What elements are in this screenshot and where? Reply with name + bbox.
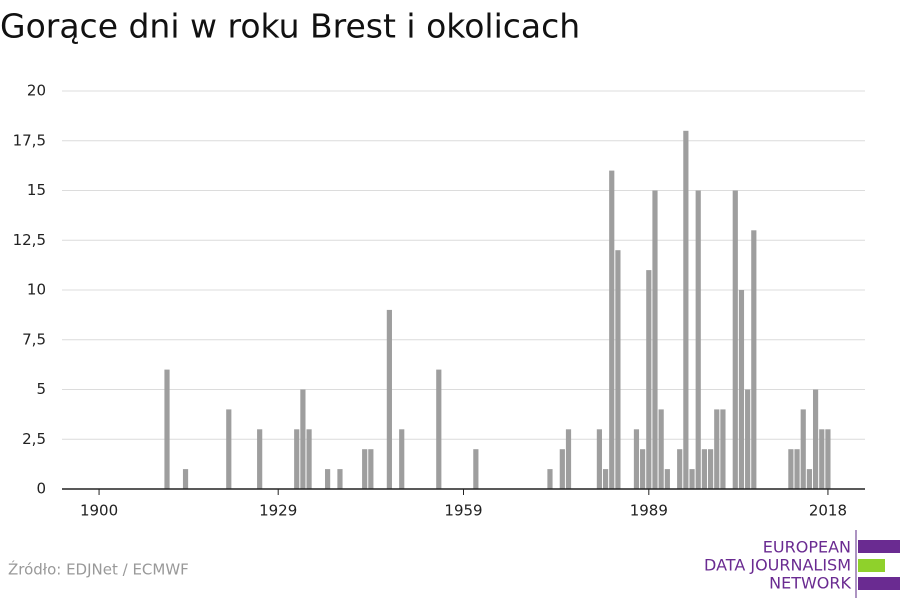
bar (257, 429, 263, 489)
bar (640, 449, 646, 489)
y-tick-label: 20 (27, 82, 46, 100)
bar (794, 449, 800, 489)
x-tick-label: 1959 (444, 502, 482, 520)
bar (751, 230, 757, 490)
logo-text: NETWORK (769, 574, 851, 593)
bar (745, 389, 751, 489)
y-tick-label: 17,5 (13, 131, 46, 149)
bar (182, 469, 189, 489)
bar (714, 409, 720, 489)
logo-text: DATA JOURNALISM (704, 556, 851, 575)
bar (633, 429, 640, 489)
bar (800, 409, 806, 489)
bar (652, 190, 658, 489)
y-tick-label: 0 (36, 480, 46, 498)
bar (695, 190, 701, 489)
logo-bar (858, 559, 885, 572)
bar (399, 429, 405, 489)
bar (226, 409, 232, 489)
bar (325, 469, 331, 489)
bar (788, 449, 794, 489)
bar (362, 449, 368, 489)
bar (164, 369, 170, 489)
bar (701, 449, 707, 489)
x-tick-label: 1989 (630, 502, 668, 520)
y-tick-label: 10 (27, 281, 46, 299)
bar (473, 449, 479, 489)
x-tick-label: 1900 (80, 502, 118, 520)
bar (683, 130, 689, 490)
y-tick-label: 15 (27, 181, 46, 199)
bar (615, 250, 621, 489)
bar (677, 449, 683, 489)
bar (720, 409, 726, 489)
bar (547, 469, 553, 489)
logo-text: EUROPEAN (763, 538, 851, 557)
y-tick-label: 2,5 (22, 430, 46, 448)
bar (596, 429, 602, 489)
x-tick-label: 1929 (259, 502, 297, 520)
chart-title: Gorące dni w roku Brest i okolicach (0, 7, 580, 46)
bar (646, 270, 652, 489)
bar (812, 389, 819, 489)
bar (658, 409, 664, 489)
y-tick-label: 12,5 (13, 231, 46, 249)
bar (664, 469, 670, 489)
bar (337, 469, 343, 489)
bar (368, 449, 374, 489)
source: Źródło: EDJNet / ECMWF (8, 560, 189, 579)
bar (602, 469, 609, 489)
bar (819, 429, 825, 489)
bar (825, 429, 831, 489)
bar (689, 469, 695, 489)
logo: EUROPEAN DATA JOURNALISM NETWORK (704, 530, 900, 598)
bar (436, 369, 442, 489)
y-tick-label: 7,5 (22, 330, 46, 348)
bar (300, 389, 306, 489)
bar (294, 429, 300, 489)
bar (565, 429, 572, 489)
y-tick-label: 5 (36, 380, 46, 398)
bar (386, 309, 392, 489)
logo-bar (858, 577, 900, 590)
bar (306, 429, 312, 489)
bar (738, 290, 745, 489)
x-tick-label: 2018 (809, 502, 847, 520)
bar (559, 449, 565, 489)
bar (806, 469, 813, 489)
bar (707, 449, 714, 489)
bar (732, 190, 738, 489)
bar (609, 170, 615, 489)
logo-bar (858, 540, 900, 553)
